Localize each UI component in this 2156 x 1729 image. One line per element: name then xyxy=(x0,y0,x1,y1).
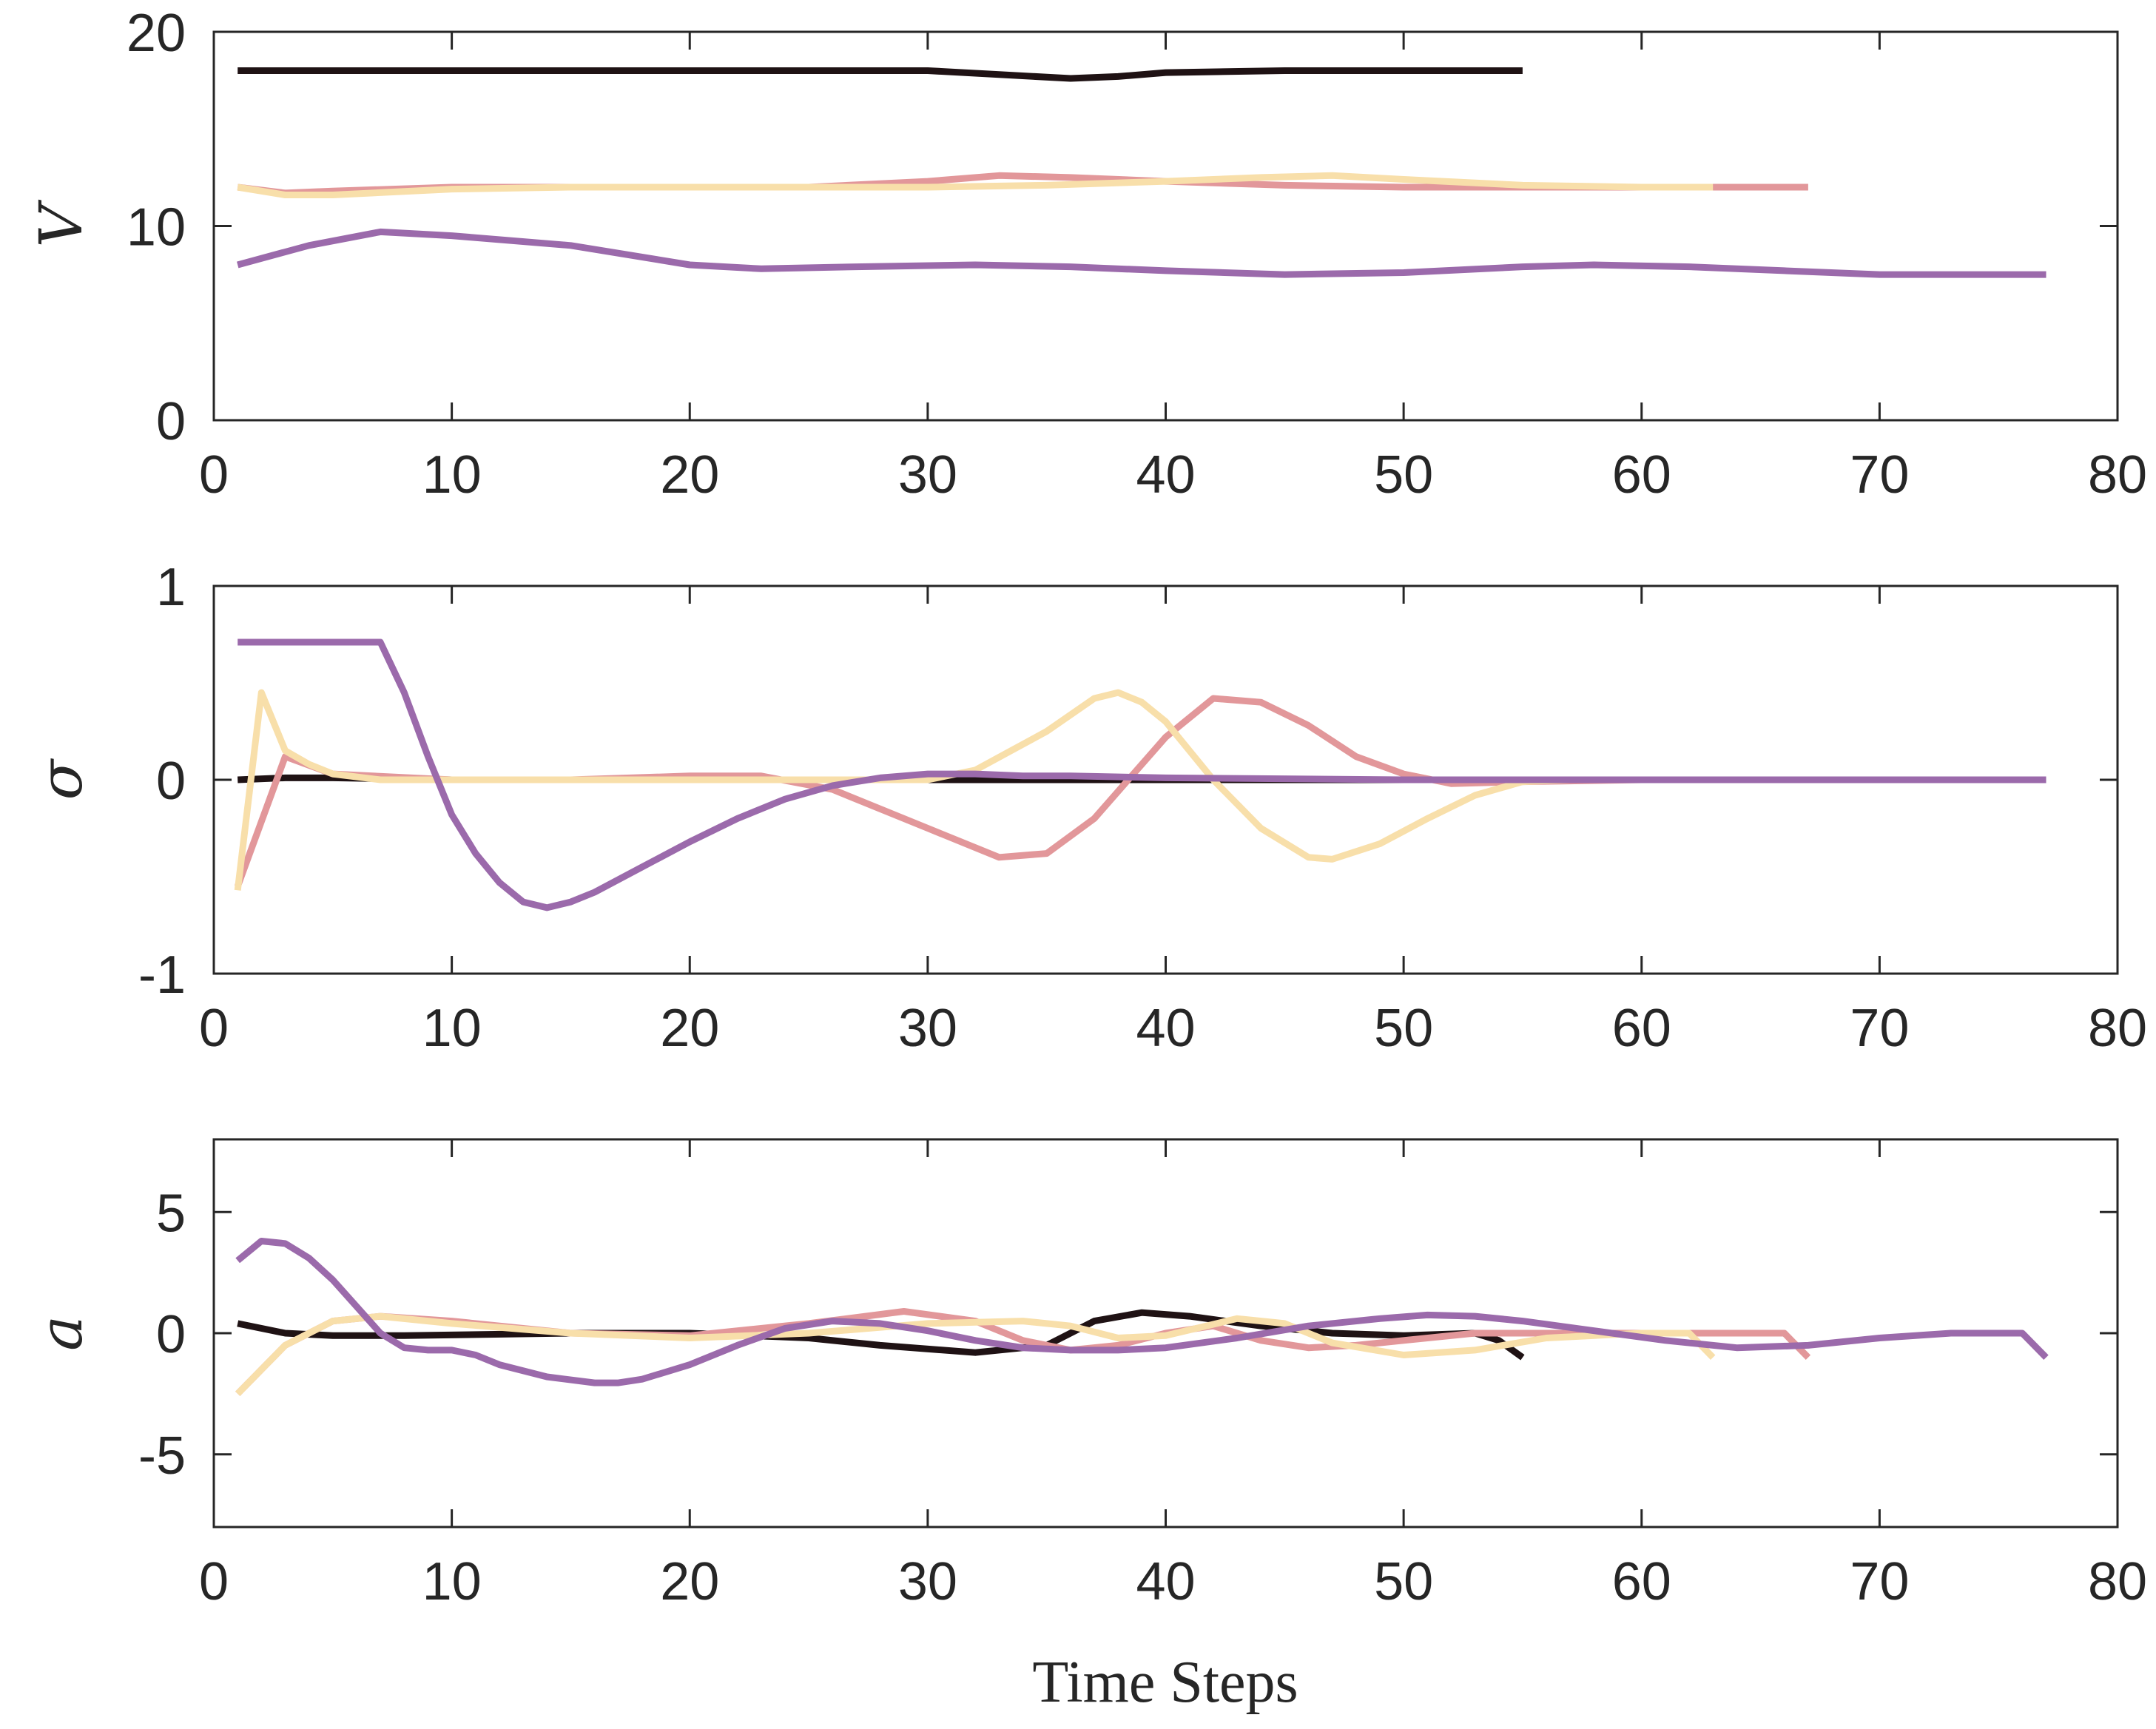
panel-3-y-axis-title: a xyxy=(27,1315,95,1351)
x-tick-label: 20 xyxy=(660,445,719,505)
x-tick-label: 80 xyxy=(2088,1552,2147,1611)
panel-2-line-s4 xyxy=(238,638,2046,911)
x-tick-label: 20 xyxy=(660,1552,719,1611)
y-tick-label: 0 xyxy=(156,392,186,451)
x-tick-label: 70 xyxy=(1850,445,1909,505)
x-tick-label: 0 xyxy=(199,999,229,1058)
x-tick-label: 10 xyxy=(422,999,482,1058)
x-tick-label: 60 xyxy=(1612,999,1671,1058)
y-tick-label: 20 xyxy=(127,4,186,63)
panel-1-line-s1 xyxy=(238,67,1523,82)
x-tick-label: 30 xyxy=(898,445,957,505)
y-tick-label: 0 xyxy=(156,1305,186,1364)
x-tick-label: 80 xyxy=(2088,445,2147,505)
y-tick-label: -5 xyxy=(138,1426,186,1486)
x-tick-label: 50 xyxy=(1374,1552,1433,1611)
panel-3-series xyxy=(235,1238,2049,1397)
panel-3: 0 10 20 30 40 50 60 70 80 -5 0 5 a xyxy=(27,1138,2147,1611)
panel-1-line-s4 xyxy=(237,228,2046,278)
y-tick-label: 5 xyxy=(156,1184,186,1243)
x-tick-label: 70 xyxy=(1850,1552,1909,1611)
y-tick-label: 1 xyxy=(156,558,186,617)
panel-3-line-s3 xyxy=(235,1312,1716,1397)
x-tick-label: 20 xyxy=(660,999,719,1058)
y-tick-label: 0 xyxy=(156,752,186,811)
x-tick-label: 40 xyxy=(1136,445,1195,505)
panel-2-line-s2 xyxy=(234,695,1808,888)
y-tick-label: 10 xyxy=(127,198,186,257)
x-tick-label: 10 xyxy=(422,445,482,505)
panel-1: 0 10 20 30 40 50 60 70 80 0 10 20 V xyxy=(27,4,2147,505)
y-tick-label: -1 xyxy=(138,946,186,1005)
x-tick-label: 0 xyxy=(199,445,229,505)
x-tick-label: 60 xyxy=(1612,1552,1671,1611)
x-tick-label: 70 xyxy=(1850,999,1909,1058)
x-tick-label: 60 xyxy=(1612,445,1671,505)
panel-1-line-s3 xyxy=(237,172,1714,198)
panel-1-y-axis-title: V xyxy=(27,199,95,247)
panel-1-series xyxy=(237,67,2046,278)
x-tick-label: 0 xyxy=(199,1552,229,1611)
x-tick-label: 50 xyxy=(1374,445,1433,505)
panel-3-line-s4 xyxy=(235,1238,2049,1386)
x-tick-label: 40 xyxy=(1136,999,1195,1058)
x-tick-label: 80 xyxy=(2088,999,2147,1058)
panel-2-y-axis-title: σ xyxy=(27,758,95,800)
x-tick-label: 30 xyxy=(898,999,957,1058)
panel-2-series xyxy=(234,638,2046,911)
x-axis-title: Time Steps xyxy=(1032,1650,1298,1715)
x-tick-label: 40 xyxy=(1136,1552,1195,1611)
panel-2-line-s3 xyxy=(234,689,1714,891)
x-tick-label: 50 xyxy=(1374,999,1433,1058)
x-tick-label: 30 xyxy=(898,1552,957,1611)
x-tick-label: 10 xyxy=(422,1552,482,1611)
panel-1-axes-box xyxy=(212,30,2119,422)
